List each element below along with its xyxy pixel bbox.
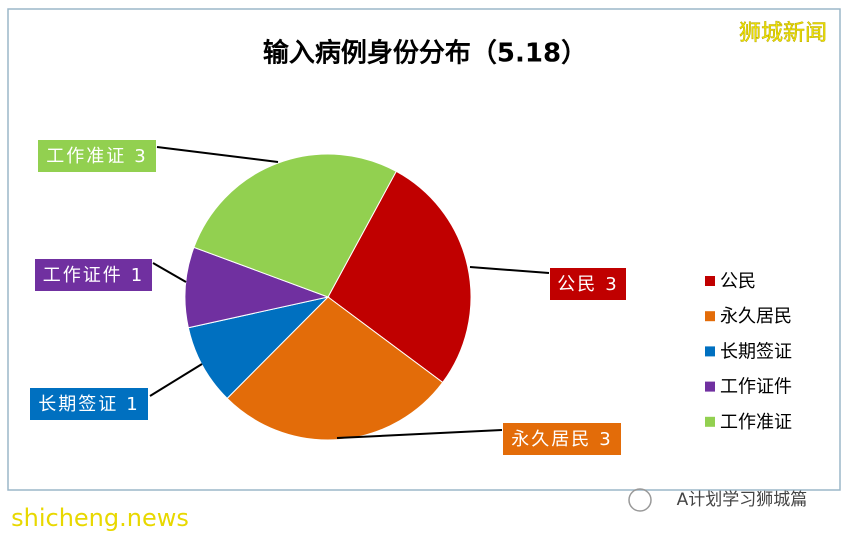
data-label-box — [38, 140, 156, 172]
data-label-name: 公民 — [557, 274, 597, 295]
pie-slice — [193, 153, 397, 298]
legend-swatch — [705, 276, 715, 286]
leader-line — [156, 146, 279, 163]
data-label: 工作证件 1 — [43, 265, 144, 286]
data-label-box — [503, 423, 621, 455]
pie-slice — [187, 296, 330, 400]
data-label: 工作准证 3 — [46, 146, 147, 167]
legend-swatch — [705, 346, 715, 357]
legend-swatch — [705, 381, 715, 392]
data-label-value: 1 — [126, 394, 139, 415]
legend-label: 永久居民 — [720, 306, 792, 327]
leader-line — [152, 262, 187, 283]
data-label-name: 工作准证 — [46, 146, 126, 167]
data-label-box — [30, 388, 148, 420]
leader-line — [336, 429, 503, 439]
data-label-value: 3 — [599, 429, 612, 450]
data-label: 长期签证 1 — [38, 394, 139, 415]
chart-title: 输入病例身份分布（5.18） — [263, 38, 587, 69]
data-label-box — [35, 259, 152, 291]
data-label-name: 永久居民 — [511, 429, 591, 450]
watermark: shicheng.news — [11, 504, 189, 532]
watermark: A计划学习狮城篇 — [677, 490, 808, 510]
data-label-value: 3 — [605, 274, 618, 295]
legend-label: 工作准证 — [720, 412, 792, 433]
pie-slice — [184, 246, 330, 329]
data-label-name: 工作证件 — [43, 265, 123, 286]
leader-line — [149, 363, 203, 397]
watermark: 狮城新闻 — [739, 21, 827, 46]
legend-swatch — [705, 311, 715, 322]
data-label-box — [550, 268, 626, 300]
data-label: 公民 3 — [557, 274, 618, 295]
pie-slice — [327, 170, 472, 384]
legend-label: 工作证件 — [720, 377, 792, 398]
data-label-value: 1 — [131, 265, 144, 286]
data-label: 永久居民 3 — [511, 429, 612, 450]
leader-line — [469, 266, 550, 274]
wechat-icon — [628, 488, 652, 512]
legend-label: 公民 — [720, 271, 756, 292]
legend-label: 长期签证 — [720, 341, 792, 362]
legend-swatch — [705, 416, 715, 427]
data-label-name: 长期签证 — [38, 394, 118, 415]
pie-slice — [226, 296, 444, 441]
data-label-value: 3 — [134, 146, 147, 167]
